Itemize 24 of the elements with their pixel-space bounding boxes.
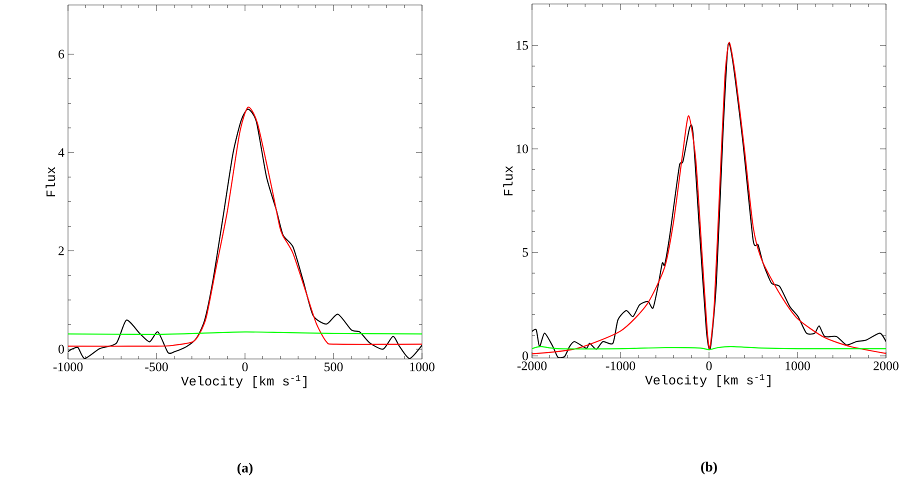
x-axis-title: Velocity [km s$^{-1}$] bbox=[645, 374, 770, 388]
y-tick-label: 10 bbox=[516, 144, 528, 154]
x-tick-label: 1000 bbox=[410, 362, 434, 372]
y-tick-label: 0 bbox=[58, 344, 64, 354]
x-tick-label: -500 bbox=[145, 362, 168, 372]
y-tick-label: 6 bbox=[58, 50, 64, 59]
y-axis-title: Flux bbox=[46, 167, 56, 196]
x-tick-label: -1000 bbox=[53, 362, 83, 372]
x-tick-label: 2000 bbox=[874, 362, 898, 370]
y-tick-label: 5 bbox=[522, 248, 528, 257]
x-tick-label: -2000 bbox=[517, 362, 547, 370]
y-tick-label: 4 bbox=[58, 148, 64, 157]
text: (a) bbox=[237, 462, 253, 476]
x-tick-label: 500 bbox=[324, 362, 343, 372]
text: (b) bbox=[701, 462, 717, 474]
y-tick-label: 0 bbox=[522, 352, 528, 360]
y-tick-label: 2 bbox=[58, 246, 64, 256]
x-tick-label: 0 bbox=[706, 362, 712, 370]
x-axis-title: Velocity [km s$^{-1}$] bbox=[181, 375, 306, 388]
y-axis-title: Flux bbox=[503, 166, 513, 196]
x-tick-label: 0 bbox=[242, 362, 248, 372]
y-tick-label: 15 bbox=[516, 41, 528, 50]
x-tick-label: -1000 bbox=[606, 362, 636, 370]
x-tick-label: 1000 bbox=[786, 362, 810, 370]
